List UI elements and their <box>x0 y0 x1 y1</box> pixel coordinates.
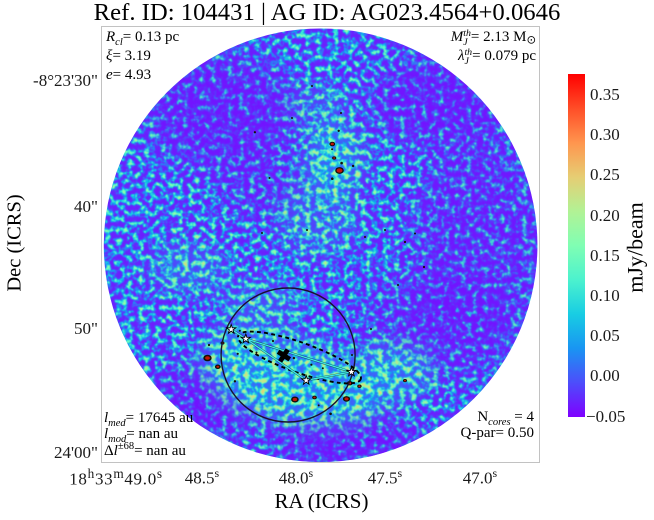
svg-text:mJy/beam: mJy/beam <box>623 202 648 292</box>
svg-text:Dec (ICRS): Dec (ICRS) <box>4 194 26 291</box>
